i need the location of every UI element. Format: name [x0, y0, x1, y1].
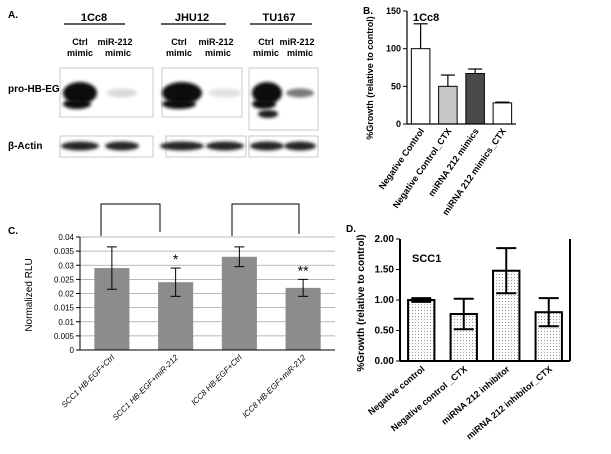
significance-bracket	[231, 203, 300, 236]
blot-bands	[61, 82, 316, 151]
chart-c-ylabel: Normalized RLU	[24, 258, 35, 331]
y-tick-label: 0.025	[54, 275, 75, 284]
lane-label: Ctrl	[171, 37, 187, 47]
panel-b-letter: B.	[363, 6, 373, 17]
y-tick-label: 0.03	[58, 261, 74, 270]
y-tick-label: 1.50	[375, 265, 395, 276]
y-tick-label: 0.50	[375, 326, 395, 337]
panel-a-letter: A.	[8, 10, 18, 21]
cell-line-label: TU167	[262, 12, 295, 24]
blot-band	[286, 88, 314, 98]
bar	[438, 85, 458, 125]
chart-d-ylabel: %Growth (relative to control)	[356, 234, 367, 371]
blot-band	[252, 99, 276, 109]
lane-label: Ctrl	[258, 37, 274, 47]
blot-band	[107, 88, 137, 98]
lane-label: mimic	[166, 48, 192, 58]
y-tick-label: 0.01	[58, 318, 74, 327]
panel-b: B. 1Cc8 %Growth (relative to control) Ne…	[363, 6, 516, 217]
x-tick-label: SCC1 HB-EGF+miR-212	[111, 353, 180, 422]
x-tick-label: lCC8 HB-EGF+Ctrl	[190, 353, 244, 407]
y-tick-label: 0.015	[54, 304, 75, 313]
chart-b-ylabel: %Growth (relative to control)	[365, 16, 375, 140]
y-tick-label: 0	[396, 119, 401, 129]
panel-d-letter: D.	[346, 224, 356, 235]
lane-label: miR-212	[279, 37, 314, 47]
blot-band	[63, 82, 97, 104]
bar	[221, 256, 257, 350]
blot-band	[105, 141, 139, 151]
blot-band	[63, 99, 91, 109]
row-label-pro-hb-egf: pro-HB-EGF	[8, 84, 66, 95]
x-tick-label: Negative control _CTX	[389, 364, 469, 433]
x-tick-label: SCC1 HB-EGF+Ctrl	[60, 353, 117, 410]
y-tick-label: 2.00	[375, 234, 395, 245]
x-tick-label: miRNA 212 inhibitor_CTX	[464, 364, 554, 442]
significance-label: *	[173, 251, 179, 267]
y-tick-label: 150	[386, 6, 401, 16]
y-tick-label: 100	[386, 44, 401, 54]
lane-label: mimic	[67, 48, 93, 58]
bar	[410, 48, 431, 125]
cell-line-label: JHU12	[175, 12, 209, 24]
blot-band	[258, 110, 278, 118]
blot-band	[160, 141, 204, 151]
significance-bracket	[100, 203, 161, 236]
blot-band	[162, 82, 202, 104]
cell-line-label: 1Cc8	[81, 12, 107, 24]
lane-label: mimic	[253, 48, 279, 58]
chart-b-title: 1Cc8	[413, 12, 439, 24]
blot-band	[250, 141, 284, 151]
bar	[407, 299, 436, 362]
bar	[465, 73, 485, 125]
lane-label: mimic	[105, 48, 131, 58]
blot-band	[162, 99, 196, 109]
x-tick-label: miRNA 212 mimics	[426, 126, 480, 198]
panel-c-letter: C.	[8, 226, 18, 237]
blot-band	[208, 88, 242, 98]
y-tick-label: 0	[70, 346, 75, 355]
lane-label: miR-212	[198, 37, 233, 47]
blot-band	[252, 82, 282, 104]
y-tick-label: 0.005	[54, 332, 75, 341]
bar	[285, 287, 321, 350]
blot-band	[206, 141, 244, 151]
blot-band	[61, 141, 99, 151]
lane-label: Ctrl	[72, 37, 88, 47]
y-tick-label: 1.00	[375, 295, 395, 306]
y-tick-label: 50	[391, 81, 401, 91]
y-tick-label: 0.00	[375, 356, 395, 367]
lane-label: mimic	[287, 48, 313, 58]
y-tick-label: 0.02	[58, 290, 74, 299]
significance-label: **	[298, 262, 309, 278]
y-tick-label: 0.035	[54, 247, 75, 256]
panel-d: D. SCC1 %Growth (relative to control) Ne…	[346, 224, 571, 442]
lane-label: mimic	[205, 48, 231, 58]
x-tick-label: lCC8 HB-EGF+miR-212	[241, 353, 308, 420]
row-label-beta-actin: β-Actin	[8, 141, 42, 152]
chart-d-title: SCC1	[412, 253, 441, 265]
bar	[492, 102, 513, 125]
y-tick-label: 0.04	[58, 233, 74, 242]
lane-label: miR-212	[97, 37, 132, 47]
panel-a: A. 1Cc8 JHU12 TU167 Ctrl mimic miR-212 m…	[8, 10, 319, 158]
bar	[492, 269, 521, 362]
blot-band	[284, 141, 316, 151]
